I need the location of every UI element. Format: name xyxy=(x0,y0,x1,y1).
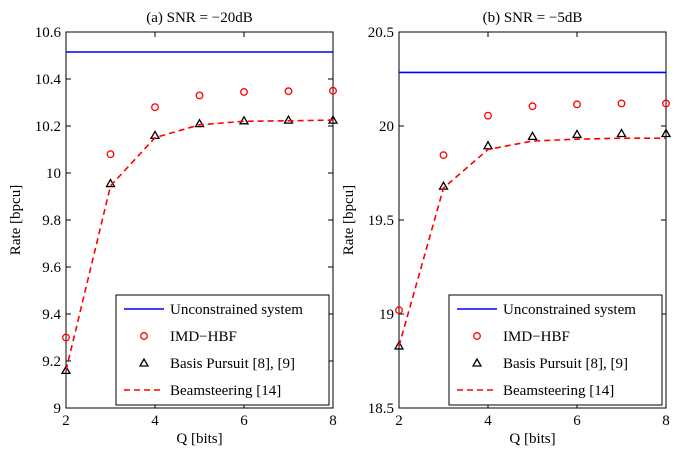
y-tick-label: 10.6 xyxy=(35,25,62,41)
y-tick-label: 10.2 xyxy=(35,119,61,135)
x-tick-label: 8 xyxy=(329,413,337,429)
chart-panel-a: 9 9.2 9.4 9.6 9.8 10 10.2 10.4 10.6 2 4 6 8 (a) SNR =… xyxy=(8,10,339,447)
x-tick-label: 4 xyxy=(484,413,492,429)
data-point-circle xyxy=(484,111,492,120)
y-tick-label: 9.8 xyxy=(42,213,61,229)
data-point-triangle xyxy=(60,365,72,375)
data-point-triangle xyxy=(571,129,583,139)
chart-title: (a) SNR = −20dB xyxy=(146,10,253,26)
legend-swatch-triangle xyxy=(471,357,483,367)
data-point-triangle xyxy=(660,128,672,138)
y-axis-label: Rate [bpcu] xyxy=(341,185,357,255)
x-tick-label: 6 xyxy=(240,413,248,429)
y-tick-label: 10.4 xyxy=(35,72,62,88)
data-point-circle xyxy=(195,91,204,100)
data-point-triangle xyxy=(283,114,294,124)
legend-label: Beamsteering [14] xyxy=(170,383,281,399)
data-point-circle xyxy=(662,99,670,108)
legend-label: IMD−HBF xyxy=(170,329,237,345)
legend: Unconstrained system IMD−HBF Basis Pursuit… xyxy=(115,294,330,406)
x-axis-label: Q [bits] xyxy=(176,431,222,447)
legend-box xyxy=(448,294,663,406)
data-point-circle xyxy=(106,150,115,159)
x-axis-label: Q [bits] xyxy=(509,431,555,447)
chart-title: (b) SNR = −5dB xyxy=(483,10,583,26)
data-point-circle xyxy=(284,87,293,96)
legend-swatch-triangle xyxy=(138,357,150,367)
y-tick-label: 19.5 xyxy=(368,213,394,229)
y-tick-label: 9.4 xyxy=(42,307,61,323)
data-point-triangle xyxy=(527,131,538,140)
legend-label: Basis Pursuit [8], [9] xyxy=(170,356,295,372)
legend-label: Basis Pursuit [8], [9] xyxy=(503,356,628,372)
y-tick-label: 10 xyxy=(46,166,61,182)
y-tick-label: 9.2 xyxy=(42,354,61,370)
x-tick-label: 2 xyxy=(62,413,70,429)
x-tick-label: 2 xyxy=(395,413,403,429)
y-tick-label: 18.5 xyxy=(368,401,394,417)
legend: Unconstrained system IMD−HBF Basis Pursuit… xyxy=(448,294,663,406)
y-tick-label: 9 xyxy=(54,401,62,417)
legend-box xyxy=(115,294,330,406)
chart-panel-b: 18.5 19 19.5 20 20.5 2 4 6 8 (b) SNR = −5dB Q [bit… xyxy=(341,10,672,447)
data-point-circle xyxy=(329,86,337,95)
y-tick-label: 20.5 xyxy=(368,25,394,41)
data-point-circle xyxy=(240,87,248,96)
y-tick-label: 19 xyxy=(379,307,394,323)
data-point-circle xyxy=(395,306,403,315)
legend-label: IMD−HBF xyxy=(503,329,570,345)
series-line xyxy=(398,137,666,347)
data-point-triangle xyxy=(238,115,250,125)
data-point-circle xyxy=(617,99,626,108)
data-point-circle xyxy=(573,100,581,109)
y-tick-label: 9.6 xyxy=(42,260,61,276)
data-point-triangle xyxy=(482,140,494,150)
data-point-circle xyxy=(439,151,448,160)
series-line xyxy=(65,119,334,371)
data-point-circle xyxy=(528,102,537,111)
legend-label: Beamsteering [14] xyxy=(503,383,614,399)
data-point-circle xyxy=(151,103,159,112)
data-point-triangle xyxy=(616,128,627,138)
legend-label: Unconstrained system xyxy=(170,302,303,318)
legend-swatch-circle xyxy=(473,332,481,340)
legend-swatch-circle xyxy=(140,332,148,340)
x-tick-label: 6 xyxy=(573,413,581,429)
x-tick-label: 4 xyxy=(151,413,159,429)
y-axis-label: Rate [bpcu] xyxy=(8,185,24,255)
data-point-circle xyxy=(62,333,70,342)
data-point-triangle xyxy=(393,340,405,350)
y-tick-label: 20 xyxy=(379,119,394,135)
x-tick-label: 8 xyxy=(662,413,670,429)
legend-label: Unconstrained system xyxy=(503,302,636,318)
data-point-triangle xyxy=(194,118,205,128)
